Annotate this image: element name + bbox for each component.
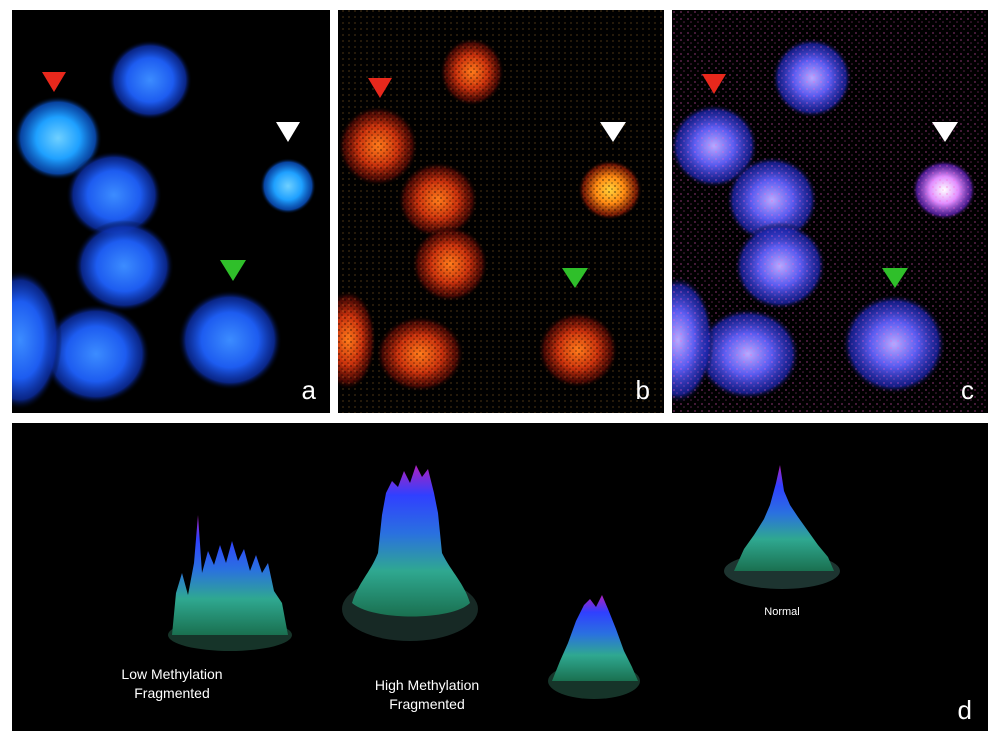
- profile-low-methylation: [168, 515, 292, 651]
- nucleus: [178, 290, 282, 390]
- red-arrow-marker: [702, 74, 726, 94]
- green-arrow-marker: [220, 260, 246, 281]
- red-arrow-marker: [368, 78, 392, 98]
- panel-letter-a: a: [301, 375, 316, 405]
- red-arrow-marker: [42, 72, 66, 92]
- green-arrow-marker: [882, 268, 908, 288]
- profile-small-peak: [548, 595, 640, 699]
- white-arrow-marker: [276, 122, 300, 142]
- nucleus: [66, 151, 162, 239]
- panel-d-3d-profiles: Low Methylation Fragmented High Methylat…: [12, 423, 988, 731]
- panel-a-dapi: a: [12, 10, 330, 413]
- profile-label-normal: Normal: [764, 606, 800, 618]
- nucleus: [108, 40, 192, 120]
- nucleus: [42, 304, 150, 404]
- panel-d-image: [168, 465, 840, 699]
- profile-label-low-methylation: Low Methylation Fragmented: [121, 666, 223, 701]
- panel-b-methylation: b: [338, 10, 664, 413]
- profile-label-high-methylation: High Methylation Fragmented: [374, 677, 480, 712]
- nucleus: [12, 270, 62, 410]
- white-arrow-marker: [932, 122, 958, 142]
- green-arrow-marker: [562, 268, 588, 288]
- panel-letter-b: b: [635, 375, 650, 405]
- profile-normal: [724, 465, 840, 589]
- panel-c-merged: c: [672, 10, 988, 413]
- panel-letter-d: d: [957, 695, 972, 725]
- panel-letter-c: c: [961, 375, 974, 405]
- panel-a-image: [12, 40, 316, 410]
- panel-c-image: [672, 10, 988, 413]
- panel-b-image: [338, 10, 664, 413]
- profile-high-methylation: [342, 465, 478, 641]
- nucleus: [14, 96, 102, 180]
- methylation-nuclei: [338, 10, 664, 413]
- nucleus: [74, 220, 174, 312]
- white-arrow-marker: [600, 122, 626, 142]
- nucleus: [260, 158, 316, 214]
